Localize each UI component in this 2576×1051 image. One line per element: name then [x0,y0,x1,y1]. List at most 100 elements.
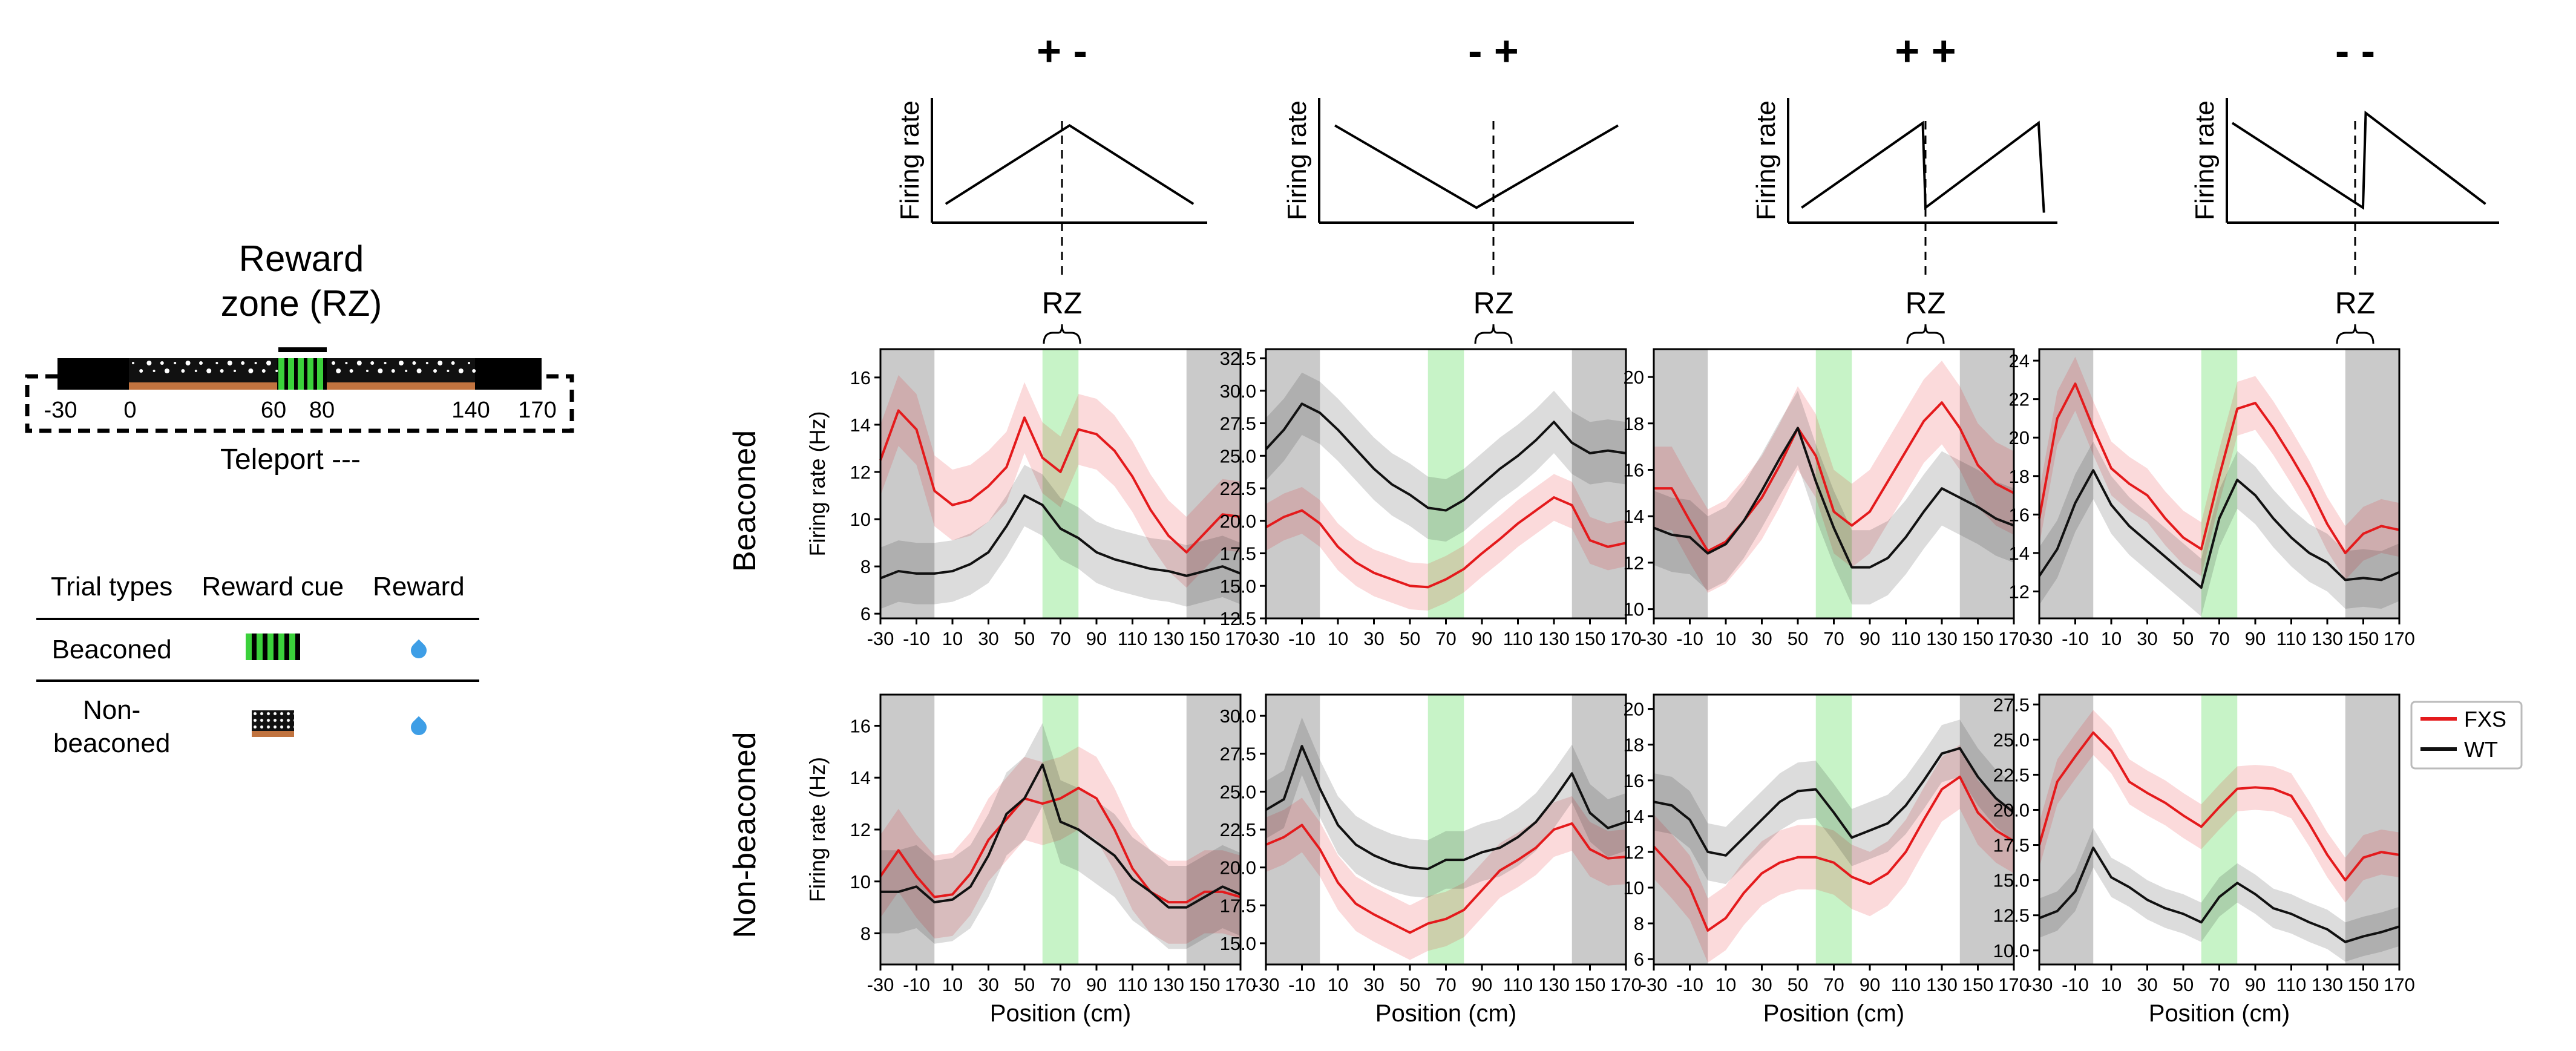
x-tick-label: 30 [2137,628,2157,649]
y-tick-label: 14 [1624,806,1644,827]
panel-non-beaconed-3: -30 -10 10 30 50 70 90 110 130 150 170 6 8 10 12 14 16 18… [1624,693,2030,1027]
y-tick-label: 30.0 [1220,381,1256,402]
green-stripe [298,358,304,390]
schematic-2: - + Firing rate RZ [1282,27,1634,344]
x-tick-label: 10 [1716,974,1736,995]
data-panels: -30 -10 10 30 50 70 90 110 130 150 1706810121416Fi… [805,348,2415,1027]
track-panel: Reward zone (RZ) -30 0 60 80 140 170 Tel… [25,238,574,476]
y-tick-label: 22.5 [1220,478,1256,499]
y-tick-label: 27.5 [1220,744,1256,765]
shaded-region [1186,695,1240,964]
y-tick-label: 24 [2009,350,2030,372]
track-dot [165,368,169,373]
track-label-60: 60 [261,398,286,423]
rz-label: RZ [1906,286,1946,320]
x-tick-label: 170 [1998,974,2030,995]
x-tick-label: 50 [1400,974,1420,995]
series-line-fxs [879,409,1241,554]
schematic-4: - - Firing rate RZ [2190,27,2499,344]
shaded-region [880,695,935,964]
y-tick-label: 20 [1624,699,1644,720]
schematic-ylabel: Firing rate [2190,100,2220,220]
shaded-region [2345,349,2399,618]
shaded-region [2039,695,2094,964]
x-tick-label: 150 [2348,974,2379,995]
x-tick-label: 110 [1503,974,1533,995]
x-axis-label: Position (cm) [2149,1000,2290,1027]
pattern-sign: - + [1468,27,1519,74]
x-tick-label: 30 [1751,974,1772,995]
track-dot [356,361,362,365]
shaded-region [1571,695,1626,964]
water-drop-icon [407,639,430,662]
y-tick-label: 10 [850,509,871,530]
track-dot [370,361,375,365]
track-dot [234,370,236,372]
x-tick-label: 50 [1788,974,1808,995]
track-dot [152,370,156,372]
pattern-sign: + + [1895,27,1956,74]
rz-brace [1474,324,1513,344]
shaded-region [1815,349,1852,618]
teleport-label: Teleport --- [220,444,361,476]
x-tick-label: 50 [1014,628,1035,649]
x-tick-label: 110 [1891,974,1921,995]
series-line-wt [880,763,1241,909]
x-tick-label: 130 [2312,974,2343,995]
green-stripe [317,358,323,390]
x-tick-label: 50 [1788,628,1808,649]
x-tick-label: -30 [1253,628,1280,649]
x-tick-label: 70 [1823,628,1844,649]
rz-brace [1043,324,1081,344]
y-tick-label: 12 [1624,842,1644,863]
teleport-dashed-loop [25,374,574,433]
x-tick-label: 170 [1610,974,1642,995]
x-tick-label: 50 [2173,974,2194,995]
track-dot [160,361,164,365]
green-stripe [288,358,294,390]
y-tick-label: 16 [2009,504,2030,525]
schematic-curve [1801,120,2045,213]
rz-brace [2336,324,2374,344]
rz-brace [1906,324,1945,344]
confidence-band-wt [1654,719,2014,885]
x-tick-label: 30 [2137,974,2157,995]
legend-label-fxs: FXS [2464,707,2506,732]
x-tick-label: 90 [1472,974,1492,995]
track-dot [349,369,353,373]
y-tick-label: 22.5 [1220,819,1256,840]
legend-label-wt: WT [2464,737,2498,762]
black-white-dotted-cue-icon [251,710,294,737]
x-tick-label: 130 [1926,974,1958,995]
x-tick-label: 30 [978,974,998,995]
x-tick-label: 70 [1435,974,1456,995]
y-tick-label: 14 [850,767,871,788]
x-tick-label: 10 [942,974,963,995]
panel-beaconed-2: -30 -10 10 30 50 70 90 110 130 150 17012.515.017.5… [1220,348,1642,649]
pattern-sign: + - [1037,27,1087,74]
x-tick-label: 130 [1153,628,1184,649]
x-tick-label: 170 [1998,628,2030,649]
x-axis-label: Position (cm) [990,1000,1131,1027]
shaded-region [1654,695,1708,964]
track-label-140: 140 [451,398,490,423]
track-dot [399,361,404,365]
black-green-striped-cue-icon [245,633,300,660]
y-tick-label: 22 [2009,389,2030,410]
x-tick-label: -10 [2062,974,2089,995]
track-dot [227,361,232,365]
track-dot [438,361,443,365]
y-tick-label: 18 [1624,735,1644,756]
series-line-wt [1265,745,1627,871]
y-tick-label: 10 [1624,877,1644,899]
green-stripe [307,358,313,390]
shaded-region [2201,695,2238,964]
series-line-fxs [2038,382,2400,554]
x-tick-label: 10 [1328,628,1348,649]
confidence-band-wt [1266,372,1626,542]
x-tick-label: 10 [942,628,963,649]
panel-beaconed-1: -30 -10 10 30 50 70 90 110 130 150 170 6 8 10 12 14 16 Fi… [805,348,1256,649]
y-tick-label: 6 [860,603,871,624]
schematic-1: + - Firing rate RZ [895,27,1207,344]
y-tick-label: 20.0 [1220,857,1256,879]
